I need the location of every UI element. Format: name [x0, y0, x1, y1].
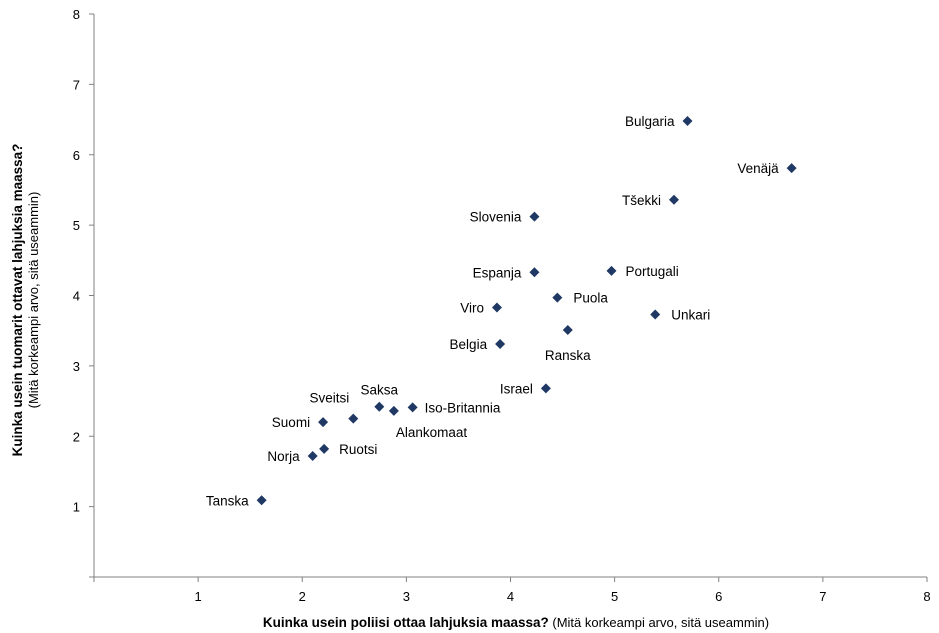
data-point-label: Norja: [267, 449, 300, 464]
data-point-label: Venäjä: [737, 161, 779, 176]
data-point-marker: [529, 211, 540, 222]
y-axis-title-group: Kuinka usein tuomarit ottavat lahjuksia …: [10, 144, 25, 457]
y-tick-label: 5: [73, 218, 80, 233]
data-point-marker: [529, 267, 540, 278]
y-axis-note: (Mitä korkeampi arvo, sitä useammin): [26, 192, 41, 409]
data-point-marker: [374, 401, 385, 412]
point-labels: Bulgaria Venäjä Tšekki Slovenia Espanja Portu…: [206, 114, 779, 508]
x-tick-label: 6: [715, 589, 722, 604]
data-point-marker: [318, 417, 329, 428]
data-point-marker: [495, 339, 506, 350]
data-point-label: Iso-Britannia: [425, 400, 501, 415]
data-point-label: Israel: [500, 381, 533, 396]
data-points: [256, 115, 797, 506]
data-point-label: Puola: [573, 291, 608, 306]
data-point-label: Sveitsi: [310, 391, 350, 406]
x-tick-label: 2: [299, 589, 306, 604]
data-point-marker: [256, 495, 267, 506]
data-point-marker: [650, 309, 661, 320]
data-point-marker: [388, 405, 399, 416]
data-point-marker: [319, 443, 330, 454]
x-axis-title-note: (Mitä korkeampi arvo, sitä useammin): [549, 615, 769, 630]
data-point-marker: [307, 450, 318, 461]
y-tick-label: 8: [73, 7, 80, 22]
data-point-label: Belgia: [450, 337, 488, 352]
y-tick-label: 6: [73, 148, 80, 163]
y-axis-note-group: (Mitä korkeampi arvo, sitä useammin): [26, 192, 41, 409]
data-point-label: Ranska: [545, 348, 591, 363]
data-point-label: Bulgaria: [625, 114, 675, 129]
data-point-marker: [407, 402, 418, 413]
data-point-label: Espanja: [473, 265, 522, 280]
data-point-label: Saksa: [361, 383, 399, 398]
data-point-marker: [540, 383, 551, 394]
x-axis-title-main: Kuinka usein poliisi ottaa lahjuksia maa…: [263, 615, 549, 630]
data-point-label: Tšekki: [622, 193, 661, 208]
y-tick-label: 2: [73, 429, 80, 444]
data-point-label: Unkari: [671, 308, 710, 323]
data-point-marker: [786, 163, 797, 174]
data-point-label: Slovenia: [470, 210, 522, 225]
x-tick-label: 7: [819, 589, 826, 604]
data-point-label: Ruotsi: [339, 442, 377, 457]
x-tick-label: 8: [923, 589, 930, 604]
data-point-marker: [491, 302, 502, 313]
y-tick-label: 7: [73, 77, 80, 92]
data-point-label: Suomi: [272, 415, 310, 430]
y-tick-label: 4: [73, 289, 80, 304]
data-point-marker: [348, 413, 359, 424]
data-point-label: Portugali: [626, 264, 679, 279]
y-tick-label: 3: [73, 359, 80, 374]
x-tick-label: 5: [611, 589, 618, 604]
data-point-marker: [606, 265, 617, 276]
y-axis-title: Kuinka usein tuomarit ottavat lahjuksia …: [10, 144, 25, 457]
data-point-marker: [682, 115, 693, 126]
data-point-label: Tanska: [206, 493, 249, 508]
data-point-marker: [562, 324, 573, 335]
x-tick-label: 4: [507, 589, 514, 604]
data-point-label: Alankomaat: [396, 425, 468, 440]
data-point-marker: [668, 194, 679, 205]
x-axis-title: Kuinka usein poliisi ottaa lahjuksia maa…: [263, 615, 769, 630]
ticks: 1 2 3 4 5 6 7 8 1 2 3 4 5 6 7 8: [73, 7, 931, 604]
y-tick-label: 1: [73, 500, 80, 515]
x-tick-label: 3: [403, 589, 410, 604]
x-tick-label: 1: [195, 589, 202, 604]
data-point-label: Viro: [460, 300, 484, 315]
data-point-marker: [552, 292, 563, 303]
